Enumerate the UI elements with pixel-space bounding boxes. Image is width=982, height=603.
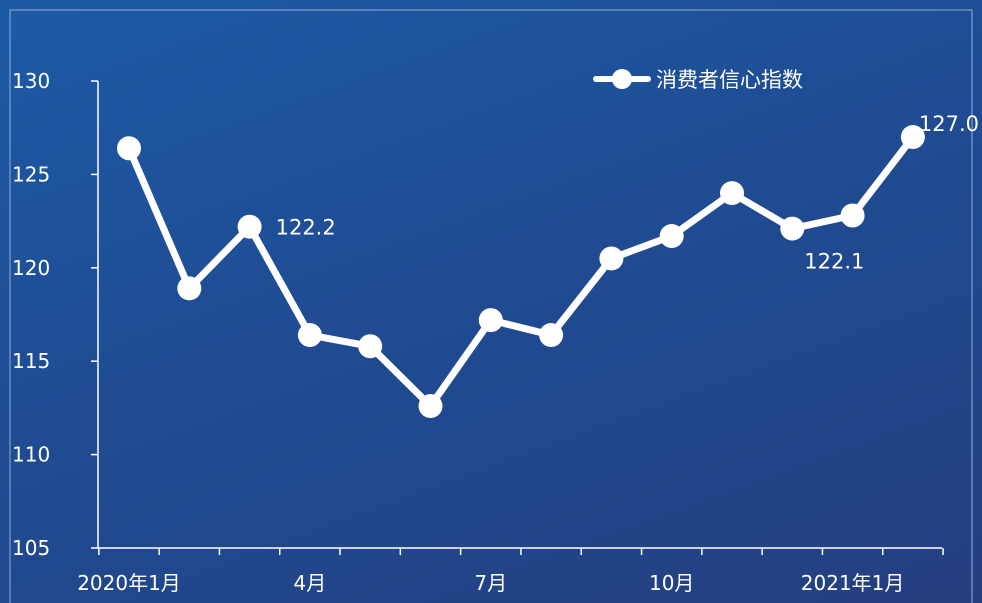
y-tick-label: 115 (12, 349, 50, 373)
data-point (177, 276, 202, 301)
data-point (720, 181, 744, 206)
data-labels: 122.2 122.1 127.0 (276, 112, 979, 274)
data-point (237, 214, 262, 239)
data-point (297, 323, 322, 348)
legend-label: 消费者信心指数 (656, 68, 803, 92)
x-tick-label: 7月 (474, 571, 507, 595)
axes: 105 110 115 120 125 130 2020年1月 4月 7月 10月 2021年1月 (12, 69, 944, 595)
data-point (840, 203, 865, 228)
y-tick-label: 105 (12, 536, 50, 560)
data-point (358, 334, 383, 359)
data-point (659, 224, 684, 249)
series-layer (117, 125, 925, 419)
data-point (418, 394, 443, 419)
data-point (900, 125, 925, 150)
data-label: 122.1 (804, 250, 864, 274)
y-tick-label: 130 (12, 69, 50, 93)
data-point (117, 136, 141, 161)
y-tick-label: 110 (12, 443, 50, 467)
data-point (599, 246, 624, 271)
y-tick-label: 120 (12, 256, 50, 280)
data-label: 127.0 (919, 112, 979, 136)
y-tick-label: 125 (12, 162, 50, 186)
data-point (539, 323, 564, 348)
x-tick-label: 2020年1月 (77, 571, 181, 595)
plot-frame (9, 9, 973, 603)
x-tick-label: 2021年1月 (801, 571, 905, 595)
data-point (780, 216, 805, 241)
x-tick-label: 4月 (294, 571, 327, 595)
x-tick-label: 10月 (649, 571, 694, 595)
data-label: 122.2 (276, 216, 336, 240)
legend: 消费者信心指数 (593, 68, 803, 92)
series-line-consumer-confidence (125, 133, 917, 410)
data-point (478, 308, 503, 333)
legend-circle-marker (612, 69, 632, 89)
